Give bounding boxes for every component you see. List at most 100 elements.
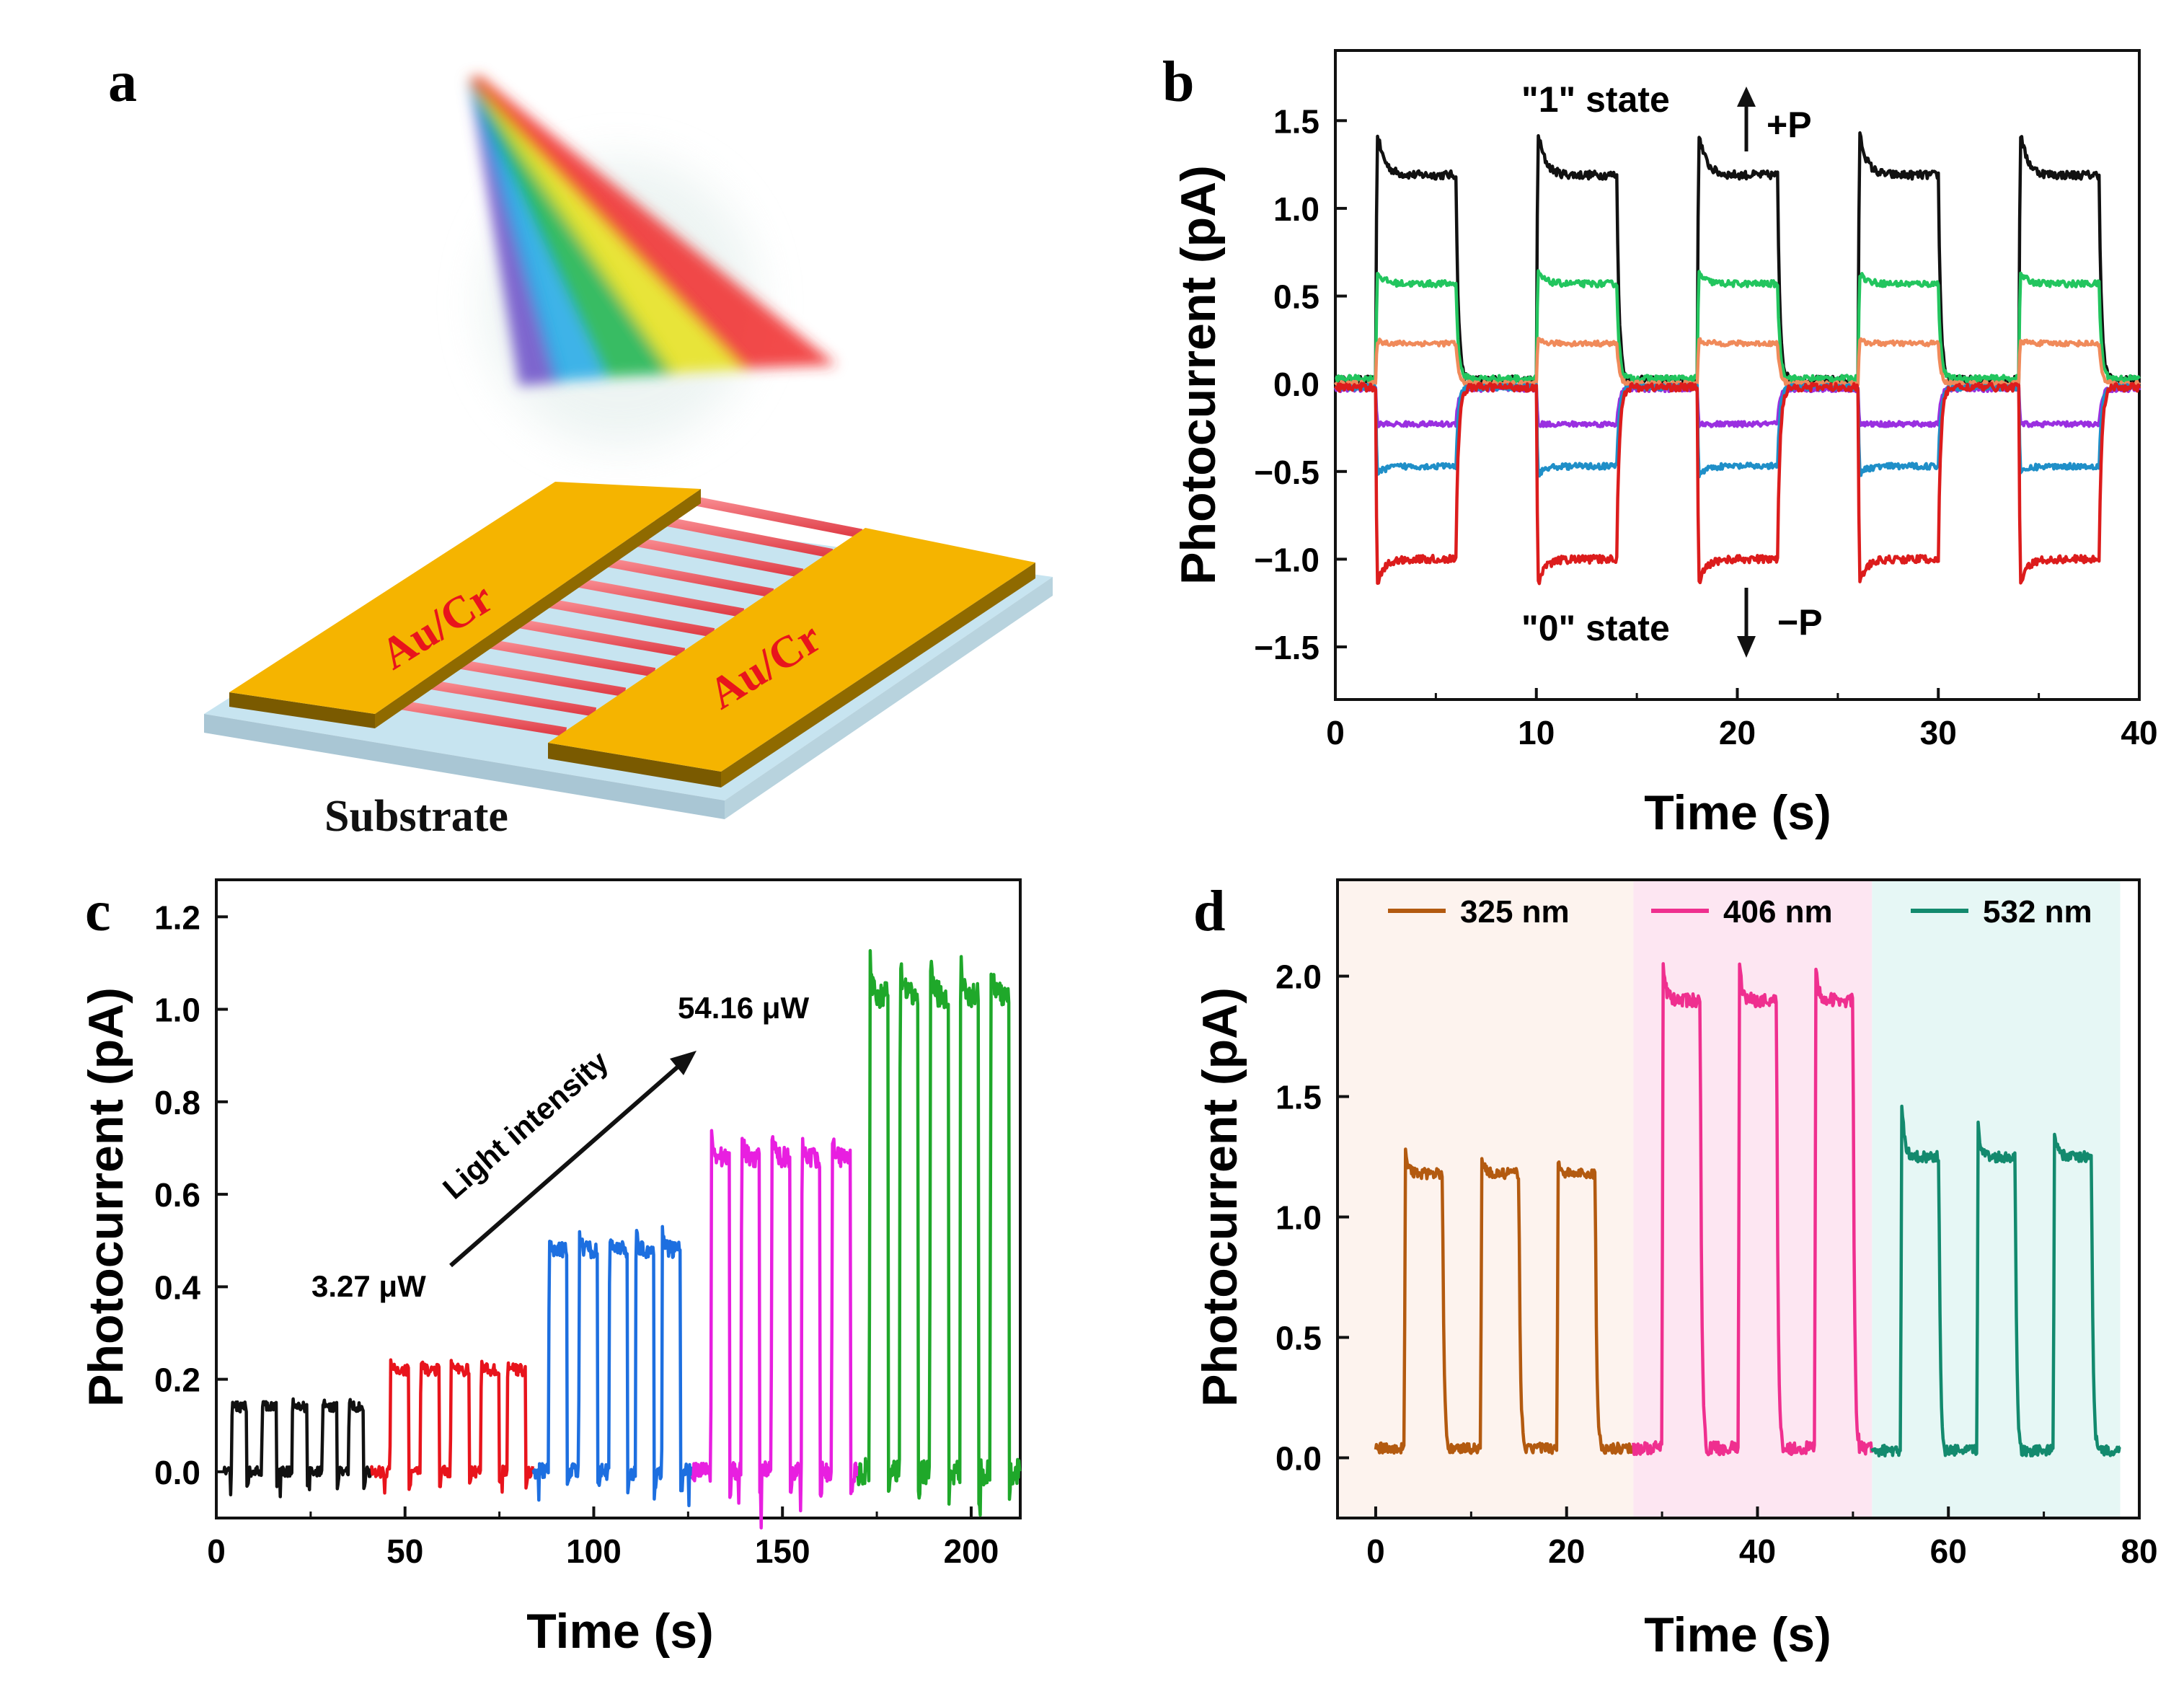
y-tick-label: 1.0 — [154, 992, 200, 1029]
x-tick-label: 200 — [944, 1532, 999, 1570]
y-tick-label: 0.0 — [154, 1454, 200, 1491]
x-tick-label: 80 — [2121, 1532, 2157, 1570]
y-tick-label: −1.0 — [1254, 541, 1319, 578]
panel-c-chart: c 0 50 100 150 200 0.0 0.2 0.4 0.6 0.8 1.0 1.2 Time… — [79, 878, 1022, 1659]
channel-stripe — [447, 657, 627, 697]
background-band — [1633, 880, 1873, 1518]
y-tick-label: 0.8 — [154, 1084, 200, 1121]
y-tick-label: 2.0 — [1276, 958, 1322, 996]
y-axis-title-b: Photocurrent (pA) — [1171, 165, 1226, 585]
series-54.16 µW — [856, 949, 1022, 1517]
series-magenta — [690, 1129, 859, 1530]
axis-ticks-c: 0 50 100 150 200 0.0 0.2 0.4 0.6 0.8 1.0 1.2 — [154, 899, 999, 1570]
channel-stripe — [536, 596, 715, 637]
y-tick-label: −0.5 — [1254, 454, 1319, 491]
legend-label: 325 nm — [1460, 894, 1570, 930]
x-tick-label: 60 — [1930, 1532, 1967, 1570]
x-axis-title-c: Time (s) — [526, 1604, 713, 1659]
substrate-front — [204, 714, 725, 819]
low-intensity-label: 3.27 μW — [311, 1269, 426, 1303]
series-lines-d — [1374, 962, 2121, 1457]
high-intensity-label: 54.16 μW — [678, 991, 809, 1025]
substrate-label: Substrate — [324, 792, 508, 841]
y-tick-label: 1.0 — [1276, 1199, 1322, 1237]
series-lines-b — [1333, 131, 2141, 586]
panel-label-a: a — [108, 50, 137, 114]
x-tick-label: 40 — [2121, 714, 2157, 751]
legend-label: 532 nm — [1983, 894, 2092, 930]
x-tick-label: 40 — [1739, 1532, 1776, 1570]
state0-label: "0" state — [1521, 608, 1670, 648]
x-tick-label: 0 — [1366, 1532, 1385, 1570]
y-tick-label: 0.6 — [154, 1176, 200, 1214]
up-arrow-icon — [1737, 87, 1756, 151]
series-red — [1334, 381, 2141, 586]
y-axis-title-c: Photocurrent (pA) — [79, 987, 133, 1407]
y-tick-label: −1.5 — [1254, 629, 1319, 666]
y-tick-label: 1.2 — [154, 899, 200, 936]
y-tick-label: 1.0 — [1273, 190, 1319, 228]
y-tick-label: 0.0 — [1276, 1440, 1322, 1478]
intensity-arrow-label: Light intensity — [436, 1044, 615, 1206]
y-axis-title-d: Photocurrent (pA) — [1193, 987, 1247, 1407]
x-tick-label: 30 — [1920, 714, 1957, 751]
plot-frame-c — [215, 878, 1022, 1519]
x-tick-label: 150 — [755, 1532, 810, 1570]
substrate-right — [725, 577, 1053, 819]
wavelength-backgrounds-d — [1338, 880, 2121, 1518]
plus-p-label: +P — [1767, 105, 1812, 145]
channel-stripe — [477, 637, 656, 677]
panel-label-d: d — [1193, 880, 1226, 943]
x-axis-title-d: Time (s) — [1644, 1607, 1831, 1662]
panel-d-chart: d 0 20 40 60 80 0.0 0.5 1.0 1.5 2.0 325 nm 406 nm 5… — [1193, 878, 2158, 1662]
y-tick-label: 1.5 — [1276, 1079, 1322, 1116]
y-tick-label: 0.2 — [154, 1362, 200, 1399]
panel-label-b: b — [1162, 50, 1195, 114]
series-325-nm — [1374, 1147, 1635, 1455]
x-tick-label: 0 — [207, 1532, 226, 1570]
state1-label: "1" state — [1521, 79, 1670, 120]
left-electrode — [229, 482, 701, 728]
beam-band — [469, 76, 836, 369]
plot-frame-d — [1336, 878, 2141, 1519]
axis-ticks-b: 0 10 20 30 40 −1.5 −1.0 −0.5 0.0 0.5 1.0 1.5 — [1254, 102, 2157, 751]
channel-stripe — [624, 535, 804, 578]
y-tick-label: 0.5 — [1273, 278, 1319, 316]
background-band — [1338, 880, 1634, 1518]
series-red — [369, 1358, 535, 1495]
series-blue — [531, 1225, 694, 1507]
x-tick-label: 50 — [386, 1532, 423, 1570]
channel-stripe — [684, 494, 863, 539]
series-406-nm — [1632, 962, 1874, 1457]
y-tick-label: 0.0 — [1273, 366, 1319, 403]
legend-label: 406 nm — [1723, 894, 1833, 930]
axis-ticks-d: 0 20 40 60 80 0.0 0.5 1.0 1.5 2.0 — [1276, 958, 2158, 1570]
x-tick-label: 10 — [1518, 714, 1555, 751]
channel-stripe — [506, 617, 686, 658]
channel-stripe — [388, 698, 567, 737]
y-tick-label: 0.4 — [154, 1269, 200, 1306]
channel-stripe — [654, 514, 834, 558]
panel-label-c: c — [85, 880, 111, 943]
series-lines-c — [222, 949, 1022, 1530]
x-tick-label: 100 — [566, 1532, 622, 1570]
minus-p-label: −P — [1777, 602, 1823, 643]
background-band — [1872, 880, 2121, 1518]
y-tick-label: 0.5 — [1276, 1320, 1322, 1357]
channel-stripe — [595, 555, 774, 598]
down-arrow-icon — [1737, 588, 1756, 658]
light-beam — [469, 76, 836, 386]
x-tick-label: 20 — [1719, 714, 1756, 751]
channel-stripes — [388, 494, 863, 737]
channel-stripe — [417, 678, 597, 717]
x-tick-label: 0 — [1326, 714, 1345, 751]
right-electrode — [548, 528, 1035, 787]
x-axis-title-b: Time (s) — [1644, 785, 1831, 840]
series-3.27 µW — [222, 1397, 373, 1499]
y-tick-label: 1.5 — [1273, 102, 1319, 140]
legend-d: 325 nm 406 nm 532 nm — [1388, 894, 2092, 930]
panel-a-schematic: a Au/Cr Au/Cr Substrate — [108, 50, 1053, 841]
channel-stripe — [565, 575, 745, 618]
x-tick-label: 20 — [1548, 1532, 1585, 1570]
